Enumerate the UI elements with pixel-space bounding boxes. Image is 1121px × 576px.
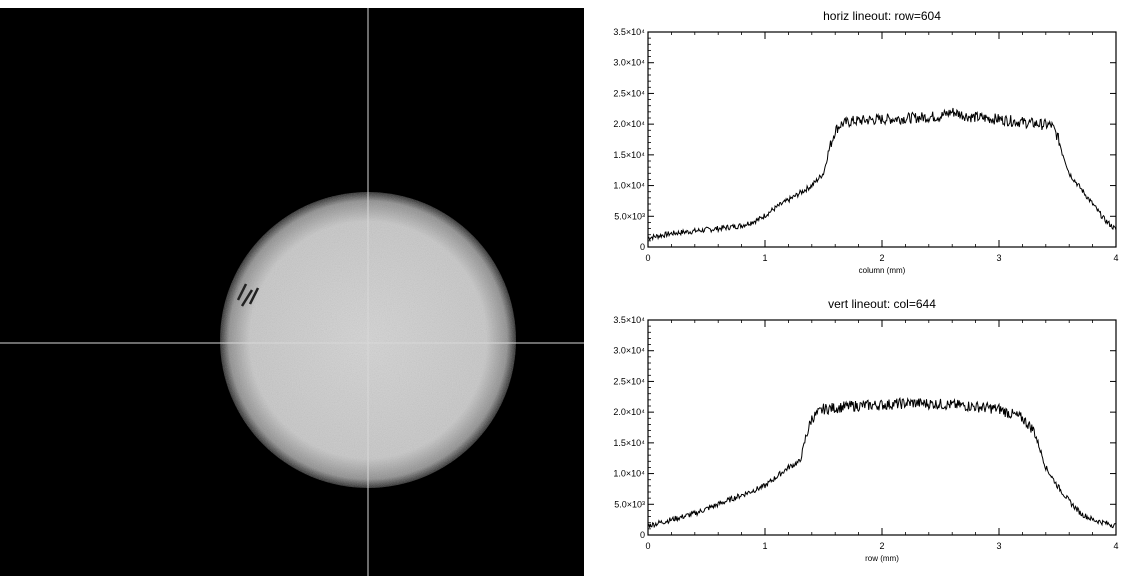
y-tick-label: 1.0×10⁴ [613,181,645,191]
y-tick-label: 3.5×10⁴ [613,315,645,325]
beam-spot-image [0,8,584,576]
beam-spot-svg [0,8,584,576]
y-tick-label: 1.0×10⁴ [613,469,645,479]
y-tick-label: 0 [640,242,645,252]
x-tick-label: 1 [762,541,767,551]
x-axis-label: row (mm) [865,554,899,563]
y-tick-label: 3.0×10⁴ [613,58,645,68]
vertical-lineout-chart: vert lineout: col=644 0 5.0×10³ 1.0×10⁴ 1.5×… [613,297,1118,563]
y-tick-label: 2.5×10⁴ [613,88,645,98]
y-tick-label: 2.0×10⁴ [613,407,645,417]
x-tick-label: 2 [879,253,884,263]
defect-mark [236,283,260,307]
x-tick-label: 4 [1113,253,1118,263]
y-tick-label: 5.0×10³ [614,499,645,509]
x-tick-label: 3 [996,253,1001,263]
y-tick-label: 5.0×10³ [614,211,645,221]
y-tick-label: 1.5×10⁴ [613,438,645,448]
x-tick-label: 2 [879,541,884,551]
plot-frame [647,31,1117,248]
y-tick-label: 3.0×10⁴ [613,346,645,356]
y-tick-label: 2.5×10⁴ [613,376,645,386]
horizontal-lineout-chart: horiz lineout: row=604 0 5.0×10³ 1.0×10⁴ 1.5… [613,9,1118,275]
chart-title: horiz lineout: row=604 [823,9,941,23]
series-line [647,396,1117,529]
x-tick-label: 0 [645,541,650,551]
x-tick-label: 4 [1113,541,1118,551]
x-axis-label: column (mm) [859,266,906,275]
x-tick-label: 0 [645,253,650,263]
x-tick-label: 1 [762,253,767,263]
chart-title: vert lineout: col=644 [828,297,936,311]
y-tick-label: 0 [640,530,645,540]
y-tick-label: 2.0×10⁴ [613,119,645,129]
series-line [647,107,1117,242]
y-tick-label: 3.5×10⁴ [613,27,645,37]
x-tick-label: 3 [996,541,1001,551]
y-tick-label: 1.5×10⁴ [613,150,645,160]
